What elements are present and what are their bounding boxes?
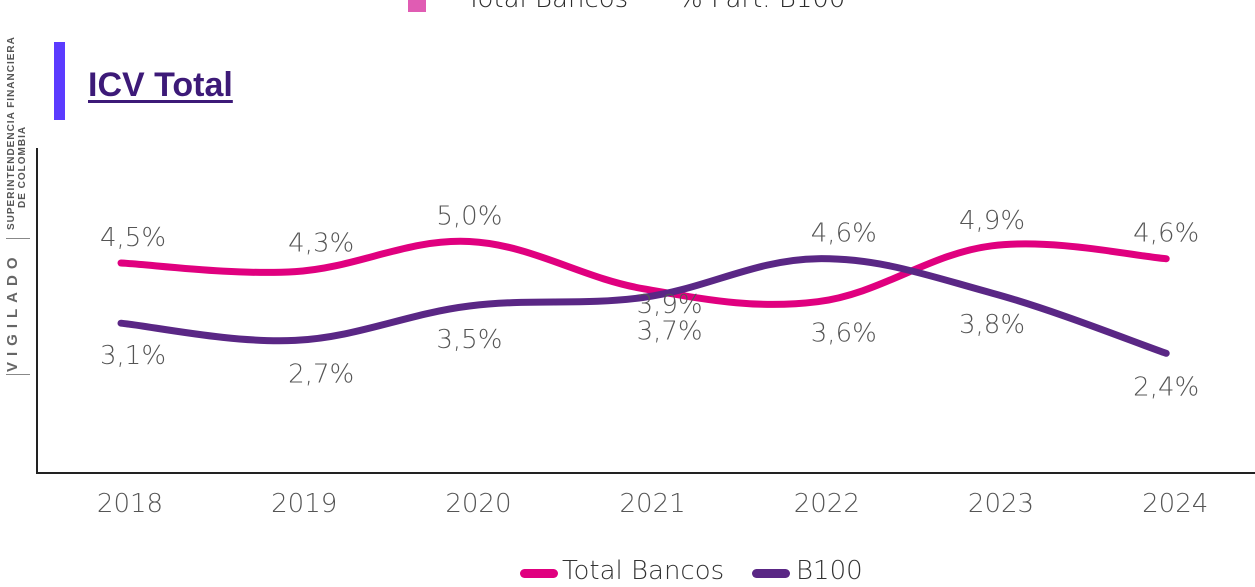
data-label: 3,6%: [811, 319, 877, 349]
data-label: 4,9%: [959, 206, 1025, 236]
data-label: 3,9%: [637, 290, 703, 320]
x-tick-label: 2023: [968, 489, 1034, 519]
data-label: 5,0%: [436, 202, 502, 232]
data-label: 3,8%: [959, 310, 1025, 340]
x-tick-label: 2020: [445, 489, 511, 519]
data-label: 4,3%: [288, 229, 354, 259]
x-tick-label: 2022: [794, 489, 860, 519]
legend-line-total-bancos: [520, 569, 558, 578]
x-tick-label: 2021: [620, 489, 686, 519]
data-label: 4,5%: [100, 223, 166, 253]
top-legend-item-2: % Part. B100: [678, 0, 845, 14]
accent-bar: [54, 42, 65, 120]
legend-line-b100: [752, 569, 790, 578]
legend-swatch: [408, 0, 426, 12]
logo-rule-bottom: [6, 374, 30, 375]
x-tick-label: 2024: [1142, 489, 1208, 519]
legend-label-total-bancos: Total Bancos: [562, 556, 725, 586]
data-label: 3,5%: [436, 325, 502, 355]
superintendencia-logo: SUPERINTENDENCIA FINANCIERA DE COLOMBIA …: [0, 0, 40, 380]
x-tick-label: 2018: [97, 489, 163, 519]
data-label: 3,1%: [100, 341, 166, 371]
chart-title: ICV Total: [88, 66, 233, 104]
data-label: 2,4%: [1133, 372, 1199, 402]
data-label: 3,7%: [637, 316, 703, 346]
top-legend-item-1: Total Bancos: [466, 0, 628, 14]
x-tick-label: 2019: [271, 489, 337, 519]
data-label: 4,6%: [1133, 219, 1199, 249]
legend-label-b100: B100: [796, 556, 863, 586]
data-label: 4,6%: [811, 219, 877, 249]
data-label: 2,7%: [288, 359, 354, 389]
line-chart: 2018 2019 2020 2021 2022 2023 2024 4,5% 4,3% 5,0%…: [36, 148, 1255, 519]
logo-rule: [6, 238, 30, 239]
